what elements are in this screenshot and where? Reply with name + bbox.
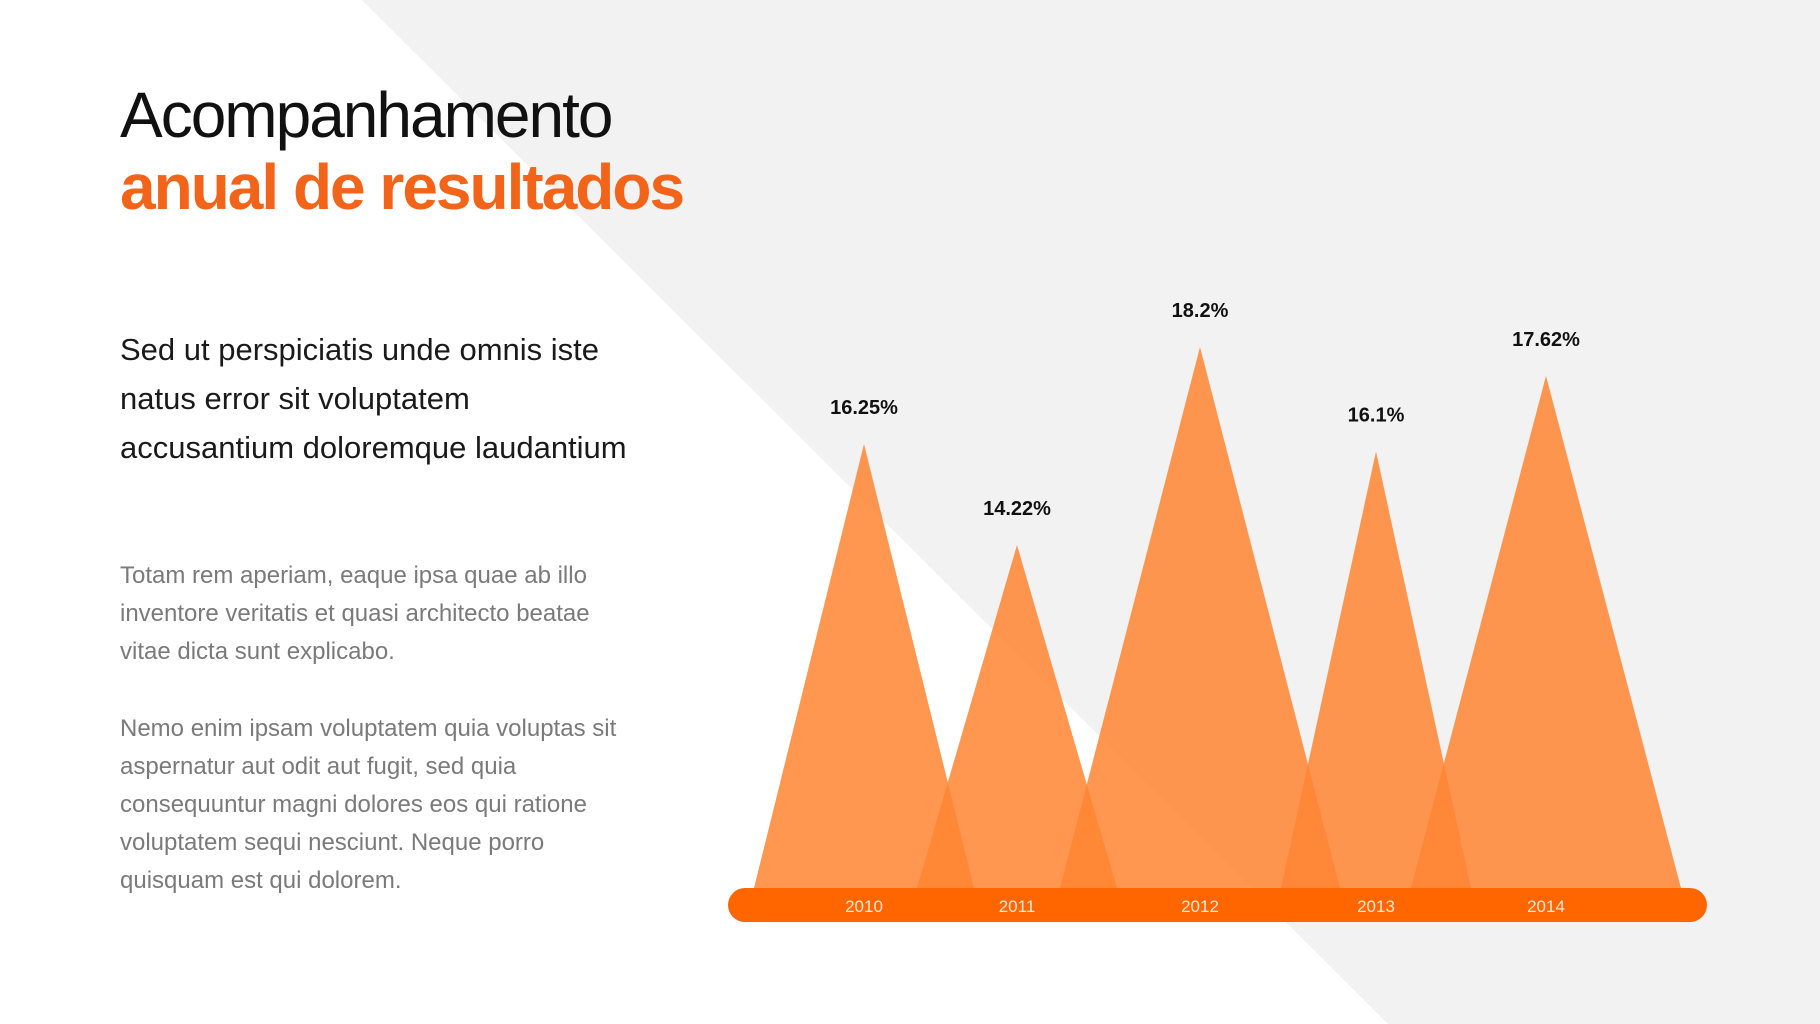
peak-2013: [1281, 451, 1471, 888]
x-axis-bar: [728, 888, 1707, 922]
page-title-line-2: anual de resultados: [120, 151, 685, 223]
x-tick-label-2013: 2013: [1357, 897, 1395, 916]
x-tick-label-2012: 2012: [1181, 897, 1219, 916]
x-tick-label-2010: 2010: [845, 897, 883, 916]
peak-2012: [1060, 347, 1340, 888]
value-label-2010: 16.25%: [830, 397, 898, 419]
lead-paragraph: Sed ut perspiciatis unde omnis iste natu…: [120, 332, 627, 465]
value-label-2012: 18.2%: [1172, 300, 1229, 322]
value-label-2011: 14.22%: [983, 498, 1051, 520]
value-label-2014: 17.62%: [1512, 329, 1580, 351]
body-paragraph-2: Nemo enim ipsam voluptatem quia voluptas…: [120, 715, 617, 894]
x-tick-label-2011: 2011: [999, 897, 1036, 916]
peak-2011: [917, 545, 1117, 888]
page-title-line-1: Acompanhamento: [120, 79, 613, 151]
value-label-2013: 16.1%: [1348, 404, 1405, 426]
peak-2014: [1411, 375, 1681, 889]
peak-2010: [754, 444, 974, 888]
x-tick-label-2014: 2014: [1527, 897, 1565, 916]
body-paragraph-1: Totam rem aperiam, eaque ipsa quae ab il…: [120, 562, 590, 665]
